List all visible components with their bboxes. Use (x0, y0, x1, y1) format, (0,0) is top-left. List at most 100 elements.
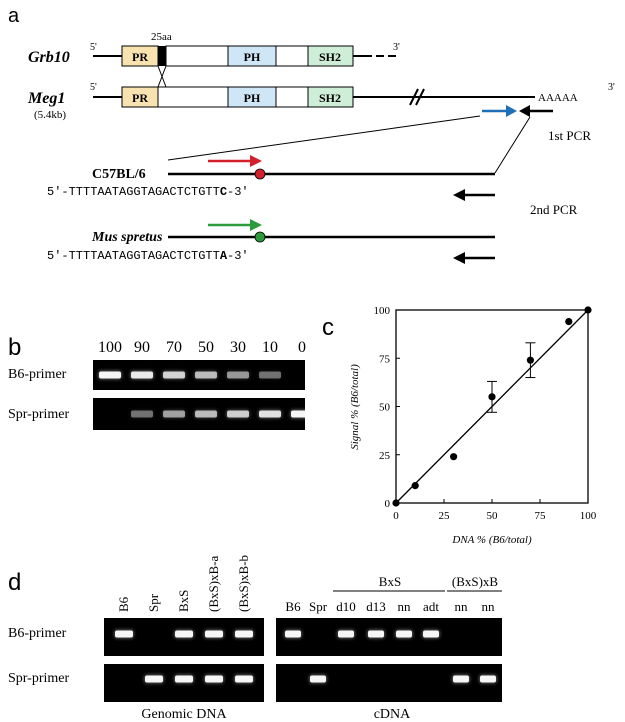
panel-d-cdna-band-b6 (395, 629, 413, 639)
panel-d-cdna-caption: cDNA (374, 707, 411, 722)
break-mark-2 (415, 88, 425, 106)
grb10-25aa-block (158, 46, 166, 66)
b6-reverse-arrowhead (453, 189, 465, 201)
spr-snp-dot (254, 231, 266, 243)
panel-d-band-b6 (174, 629, 194, 639)
panel-d-lane-label: Spr (146, 593, 161, 612)
panel-d-genomic-caption: Genomic DNA (141, 707, 227, 722)
panel-d-lane-label: (BxS)xB-b (236, 555, 251, 612)
panel-c-xtick-label: 75 (535, 510, 547, 522)
panel-d-cdna-band-b6 (337, 629, 355, 639)
panel-c-ytick-label: 0 (385, 498, 391, 510)
panel-c-point (488, 393, 496, 401)
panel-c-point (450, 453, 458, 461)
panel-b-band-b6 (258, 370, 282, 380)
panel-d-band-spr (204, 674, 224, 684)
panel-d-cdna-band-spr (452, 674, 470, 684)
panel-d-cdna-lane-label: d13 (366, 599, 386, 614)
panel-d-band-b6 (234, 629, 254, 639)
grb10-sh2-label: SH2 (319, 50, 341, 64)
panel-b-band-b6 (130, 370, 154, 380)
strain-spr-label: Mus spretus (91, 230, 163, 245)
panel-c-xlabel: DNA % (B6/total) (451, 534, 532, 546)
meg1-label: Meg1 (27, 90, 65, 107)
panel-d-row-spr: Spr-primer (8, 671, 69, 686)
panel-b-lane-label: 90 (134, 339, 150, 356)
grb10-label: Grb10 (28, 49, 70, 66)
panel-d-cdna-band-b6 (422, 629, 440, 639)
meg1-gap-box (157, 86, 229, 108)
panel-b-band-spr (194, 409, 218, 419)
panel-c-xtick-label: 50 (487, 510, 499, 522)
panel-b-lane-label: 50 (198, 339, 214, 356)
meg1-five-prime: 5' (90, 82, 97, 93)
grb10-three-prime: 3' (393, 42, 400, 53)
panel-c-ytick-label: 25 (379, 450, 391, 462)
panel-c-xtick-label: 25 (439, 510, 451, 522)
meg1-mid-box (275, 86, 309, 108)
panel-d-cdna-band-spr (479, 674, 497, 684)
grb10-ph-label: PH (244, 50, 261, 64)
grb10-five-prime: 5' (90, 42, 97, 53)
b6-primer-arrowhead (250, 155, 262, 167)
panel-d-band-spr (174, 674, 194, 684)
panel-d-genomic-lane-labels: B6 Spr BxS (BxS)xB-a (BxS)xB-b (116, 555, 251, 612)
panel-b-row-spr: Spr-primer (8, 407, 69, 422)
pcr1-forward-arrowhead (506, 105, 517, 117)
panel-c-ytick-label: 75 (379, 353, 391, 365)
panel-b-lane-label: 70 (166, 339, 182, 356)
strain-b6-label: C57BL/6 (92, 167, 146, 182)
panel-d-lane-label: B6 (116, 596, 131, 612)
panel-d-cdna-lane-label: nn (455, 599, 469, 614)
panel-b-band-b6 (194, 370, 218, 380)
panel-d-cdna-band-b6 (367, 629, 385, 639)
panel-d-cdna-bands (284, 629, 497, 684)
panel-d-cdna-lane-label: adt (423, 599, 439, 614)
panel-d-group-bxs: BxS (379, 574, 401, 589)
panel-d-band-b6 (114, 629, 134, 639)
panel-b-band-spr (226, 409, 250, 419)
zoom-line-left (167, 115, 481, 161)
panel-c-ticks: 0 25 50 75 100 0 25 50 75 100 (374, 305, 597, 522)
panel-b-lane-label: 0 (298, 339, 306, 356)
panel-c-ytick-label: 100 (374, 305, 391, 317)
panel-d-band-b6 (204, 629, 224, 639)
meg1-polya: AAAAA (538, 92, 578, 104)
panel-c-xtick-label: 100 (580, 510, 597, 522)
zoom-line-right (494, 116, 531, 174)
panel-d-row-b6: B6-primer (8, 626, 67, 641)
panel-d-band-spr (234, 674, 254, 684)
meg1-size: (5.4kb) (34, 109, 66, 121)
panel-d-lane-label: BxS (176, 590, 191, 612)
grb10-mid-box (275, 45, 309, 67)
panel-b-band-b6 (98, 370, 122, 380)
panel-d-lane-label: (BxS)xB-a (206, 555, 221, 612)
pcr1-reverse-arrowhead (519, 105, 530, 117)
meg1-three-prime: 3' (608, 82, 615, 93)
break-mark-1 (409, 88, 419, 106)
pcr1-label: 1st PCR (548, 128, 591, 143)
panel-b-lane-labels: 100 90 70 50 30 10 0 (98, 339, 306, 356)
panel-d-cdna-lane-label: nn (482, 599, 496, 614)
panel-b-letter: b (8, 334, 21, 361)
panel-d-cdna-lane-label: nn (398, 599, 412, 614)
panel-d-cdna-lane-label: d10 (336, 599, 356, 614)
grb10-gap-box (165, 45, 229, 67)
panel-b-band-spr (258, 409, 282, 419)
panel-c-point (565, 317, 573, 326)
panel-a-letter: a (8, 5, 20, 27)
panel-d-cdna-band-b6 (284, 629, 302, 639)
panel-b-band-spr (162, 409, 186, 419)
grb10-insert-label: 25aa (151, 31, 172, 43)
panel-c-point (411, 482, 419, 490)
panel-c-letter: c (322, 314, 334, 341)
panel-b-band-spr (290, 409, 314, 419)
panel-b-lane-label: 30 (230, 339, 246, 356)
panel-c-point (526, 356, 535, 364)
panel-c-point (392, 499, 400, 507)
panel-b-lane-label: 10 (262, 339, 278, 356)
b6-snp-dot (254, 168, 266, 180)
exon-link-2 (157, 65, 167, 88)
meg1-pr-label: PR (132, 91, 148, 105)
